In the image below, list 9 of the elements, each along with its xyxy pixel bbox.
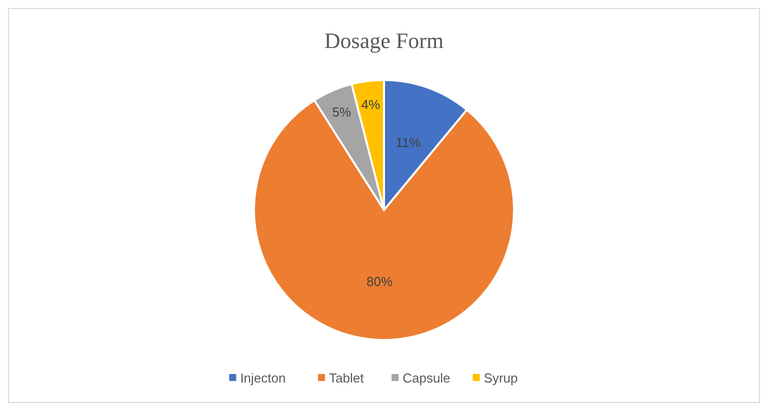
legend-label: Tablet <box>329 370 364 386</box>
data-label: 4% <box>361 96 380 112</box>
data-label: 80% <box>366 274 393 289</box>
legend-label: Syrup <box>484 370 518 386</box>
data-label: 5% <box>332 104 352 120</box>
chart-title: Dosage Form <box>324 28 444 53</box>
data-label: 11% <box>396 135 422 150</box>
legend-label: Capsule <box>402 370 450 386</box>
legend-label: Injecton <box>240 370 286 386</box>
